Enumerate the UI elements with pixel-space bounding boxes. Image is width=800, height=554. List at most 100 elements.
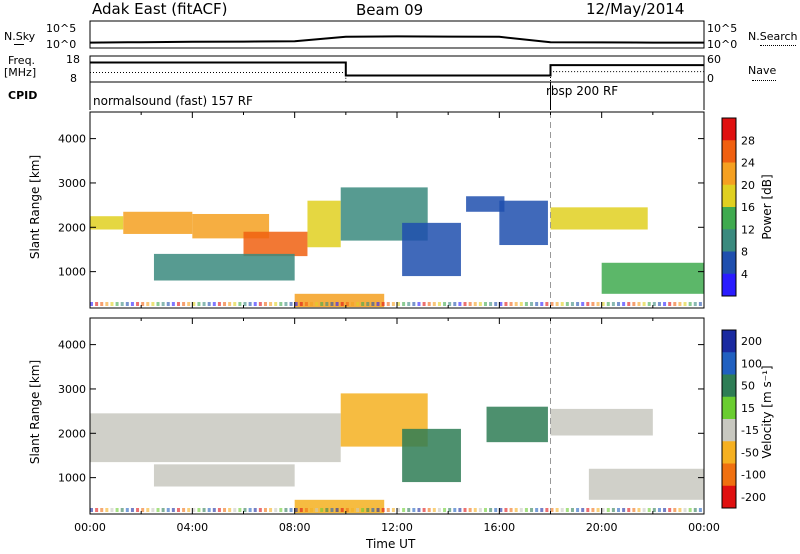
heatmap-speckle: [315, 302, 319, 306]
nave-tick-top: 60: [707, 53, 721, 66]
heatmap-region: [550, 408, 653, 436]
heatmap-speckle: [130, 302, 134, 306]
heatmap-speckle: [248, 302, 252, 306]
heatmap-speckle: [136, 508, 140, 512]
heatmap-speckle: [642, 508, 646, 512]
heatmap-speckle: [581, 508, 585, 512]
power-panel: 1000 2000 3000 4000: [58, 111, 705, 309]
heatmap-speckle: [463, 302, 467, 306]
heatmap-region: [486, 406, 548, 443]
heatmap-speckle: [356, 508, 360, 512]
heatmap-speckle: [284, 508, 288, 512]
heatmap-speckle: [678, 302, 682, 306]
heatmap-speckle: [243, 508, 247, 512]
heatmap-speckle: [95, 302, 99, 306]
colorbar-tick-label: -100: [741, 469, 766, 482]
heatmap-speckle: [182, 508, 186, 512]
heatmap-speckle: [340, 302, 344, 306]
heatmap-speckle: [325, 508, 329, 512]
noise-panel: [89, 20, 705, 49]
heatmap-speckle: [611, 302, 615, 306]
heatmap-speckle: [299, 302, 303, 306]
heatmap-speckle: [279, 302, 283, 306]
heatmap-speckle: [622, 302, 626, 306]
heatmap-speckle: [228, 302, 232, 306]
colorbar-swatch: [722, 330, 736, 353]
x-tick-label: 00:00: [688, 521, 720, 534]
heatmap-speckle: [115, 302, 119, 306]
heatmap-speckle: [166, 302, 170, 306]
heatmap-speckle: [402, 302, 406, 306]
heatmap-speckle: [361, 508, 365, 512]
heatmap-speckle: [391, 508, 395, 512]
heatmap-speckle: [596, 508, 600, 512]
heatmap-speckle: [161, 302, 165, 306]
heatmap-speckle: [366, 508, 370, 512]
heatmap-speckle: [545, 508, 549, 512]
power-colorbar-label: Power [dB]: [760, 174, 774, 240]
heatmap-speckle: [432, 508, 436, 512]
heatmap-speckle: [632, 302, 636, 306]
nsky-top-tick: 10^5: [46, 22, 77, 35]
heatmap-speckle: [448, 302, 452, 306]
heatmap-speckle: [217, 302, 221, 306]
heatmap-region: [90, 413, 341, 463]
heatmap-speckle: [376, 302, 380, 306]
heatmap-speckle: [304, 302, 308, 306]
colorbar-tick-label: -15: [741, 424, 759, 437]
heatmap-speckle: [535, 508, 539, 512]
heatmap-speckle: [130, 508, 134, 512]
heatmap-region: [153, 253, 295, 281]
heatmap-speckle: [591, 302, 595, 306]
x-tick-label: 08:00: [279, 521, 311, 534]
heatmap-speckle: [576, 508, 580, 512]
heatmap-speckle: [509, 302, 513, 306]
power-colorbar: 4 8 12 16 20 24 28: [721, 117, 755, 297]
heatmap-speckle: [356, 302, 360, 306]
heatmap-speckle: [156, 508, 160, 512]
heatmap-speckle: [182, 302, 186, 306]
freq-label: Freq.: [8, 54, 36, 67]
heatmap-speckle: [141, 508, 145, 512]
y-tick-label: 4000: [58, 133, 86, 146]
heatmap-speckle: [371, 302, 375, 306]
heatmap-speckle: [617, 508, 621, 512]
heatmap-speckle: [514, 508, 518, 512]
heatmap-speckle: [120, 508, 124, 512]
y-tick-label: 4000: [58, 339, 86, 352]
cpid-program-2: rbsp 200 RF: [546, 84, 619, 98]
heatmap-speckle: [570, 508, 574, 512]
heatmap-speckle: [627, 508, 631, 512]
heatmap-speckle: [125, 508, 129, 512]
heatmap-speckle: [473, 508, 477, 512]
heatmap-speckle: [407, 508, 411, 512]
heatmap-speckle: [417, 508, 421, 512]
heatmap-speckle: [565, 508, 569, 512]
heatmap-speckle: [233, 508, 237, 512]
heatmap-speckle: [601, 302, 605, 306]
heatmap-region: [243, 231, 308, 257]
heatmap-speckle: [545, 302, 549, 306]
heatmap-speckle: [586, 508, 590, 512]
y-tick-label: 1000: [58, 472, 86, 485]
heatmap-speckle: [310, 508, 314, 512]
heatmap-speckle: [581, 302, 585, 306]
x-tick-label: 00:00: [74, 521, 106, 534]
heatmap-speckle: [642, 302, 646, 306]
heatmap-speckle: [187, 302, 191, 306]
heatmap-speckle: [632, 508, 636, 512]
heatmap-speckle: [105, 302, 109, 306]
y-tick-label: 1000: [58, 266, 86, 279]
heatmap-speckle: [560, 302, 564, 306]
heatmap-speckle: [345, 508, 349, 512]
heatmap-speckle: [350, 302, 354, 306]
colorbar-tick-label: 4: [741, 268, 748, 281]
heatmap-speckle: [453, 302, 457, 306]
heatmap-speckle: [151, 508, 155, 512]
heatmap-speckle: [514, 302, 518, 306]
heatmap-speckle: [468, 508, 472, 512]
heatmap-speckle: [437, 302, 441, 306]
heatmap-speckle: [391, 302, 395, 306]
heatmap-speckle: [407, 302, 411, 306]
heatmap-region: [294, 499, 385, 514]
